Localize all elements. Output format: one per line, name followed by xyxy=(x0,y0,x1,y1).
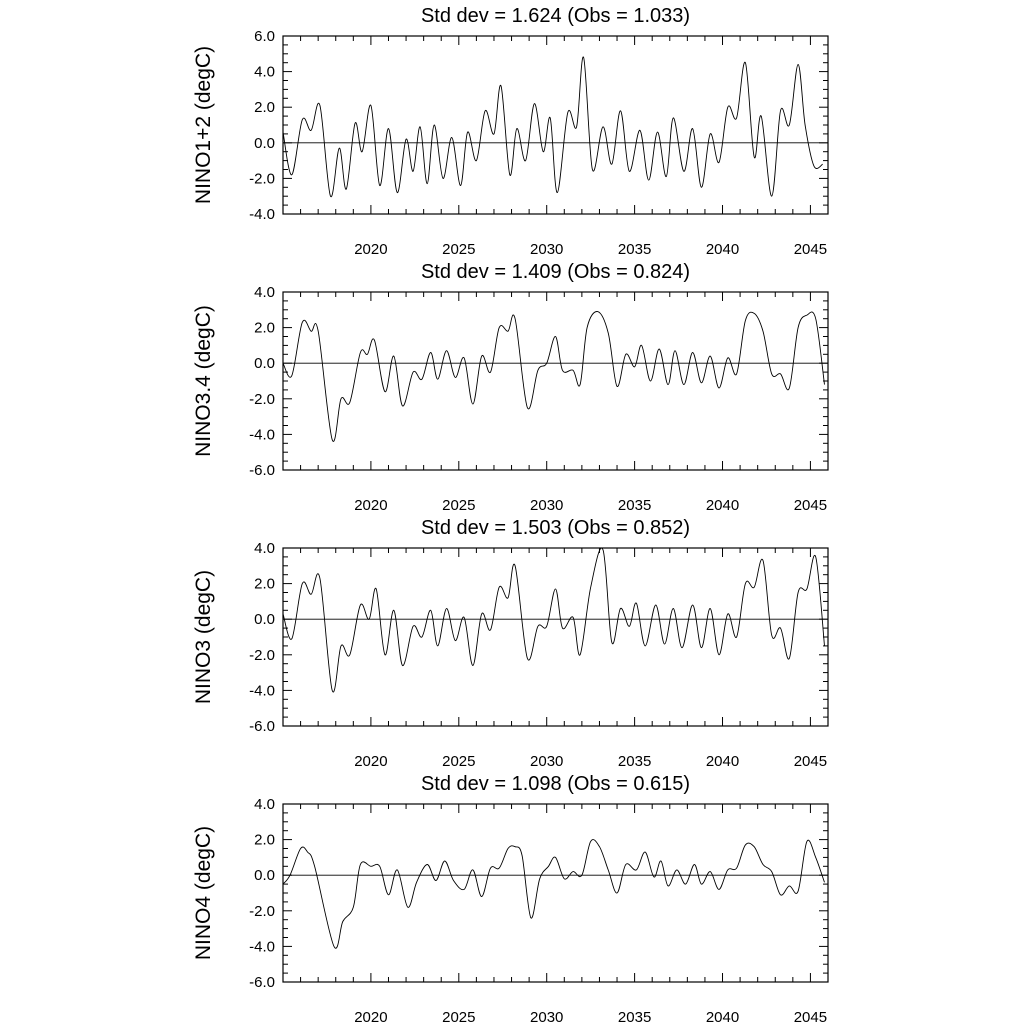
x-tick-label: 2040 xyxy=(706,497,739,514)
x-tick-label: 2040 xyxy=(706,1009,739,1024)
y-tick-label: 2.0 xyxy=(254,99,275,116)
y-tick-label: 4.0 xyxy=(254,284,275,301)
y-tick-label: -6.0 xyxy=(249,718,275,735)
x-tick-label: 2030 xyxy=(530,1009,563,1024)
y-tick-label: -4.0 xyxy=(249,682,275,699)
x-tick-label: 2045 xyxy=(794,753,827,770)
y-axis-label: NINO3 (degC) xyxy=(192,570,215,704)
y-axis-label: NINO3.4 (degC) xyxy=(192,305,215,457)
y-tick-label: -4.0 xyxy=(249,206,275,223)
chart-panel-2: -6.0 -4.0 -2.0 0.0 2.0 4.0 2020 2025 2030 2035 204… xyxy=(192,261,829,514)
series-line xyxy=(282,547,825,693)
y-tick-label: 0.0 xyxy=(254,135,275,152)
x-tick-label: 2020 xyxy=(354,241,387,258)
x-tick-label: 2025 xyxy=(442,241,475,258)
x-tick-label: 2045 xyxy=(794,241,827,258)
y-tick-label: 4.0 xyxy=(254,64,275,81)
x-tick-label: 2025 xyxy=(442,1009,475,1024)
y-tick-label: 6.0 xyxy=(254,28,275,45)
x-tick-label: 2035 xyxy=(618,753,651,770)
chart-title: Std dev = 1.098 (Obs = 0.615) xyxy=(421,773,690,795)
x-tick-label: 2030 xyxy=(530,753,563,770)
x-tick-label: 2035 xyxy=(618,1009,651,1024)
chart-title: Std dev = 1.409 (Obs = 0.824) xyxy=(421,261,690,283)
chart-panel-1: -4.0 -2.0 0.0 2.0 4.0 6.0 2020 2025 2030 2035 2040… xyxy=(192,5,829,258)
x-tick-label: 2020 xyxy=(354,1009,387,1024)
y-tick-label: -2.0 xyxy=(249,903,275,920)
x-tick-label: 2035 xyxy=(618,241,651,258)
y-tick-label: -4.0 xyxy=(249,938,275,955)
y-tick-label: -4.0 xyxy=(249,426,275,443)
series-line xyxy=(282,839,825,949)
x-tick-label: 2025 xyxy=(442,753,475,770)
x-tick-label: 2030 xyxy=(530,241,563,258)
plot-frame xyxy=(282,803,829,983)
y-tick-label: -6.0 xyxy=(249,974,275,991)
chart-title: Std dev = 1.624 (Obs = 1.033) xyxy=(421,5,690,27)
x-tick-label: 2020 xyxy=(354,497,387,514)
chart-title: Std dev = 1.503 (Obs = 0.852) xyxy=(421,517,690,539)
chart-panel-3: -6.0 -4.0 -2.0 0.0 2.0 4.0 2020 2025 2030 2035 204… xyxy=(192,517,829,770)
x-tick-label: 2035 xyxy=(618,497,651,514)
y-tick-label: 2.0 xyxy=(254,576,275,593)
y-tick-label: -6.0 xyxy=(249,462,275,479)
y-tick-label: 0.0 xyxy=(254,867,275,884)
y-tick-label: 0.0 xyxy=(254,611,275,628)
y-tick-label: 4.0 xyxy=(254,796,275,813)
y-tick-label: 2.0 xyxy=(254,832,275,849)
x-tick-label: 2025 xyxy=(442,497,475,514)
plot-frame xyxy=(282,547,829,727)
x-tick-label: 2045 xyxy=(794,497,827,514)
y-tick-label: 4.0 xyxy=(254,540,275,557)
y-tick-label: 0.0 xyxy=(254,355,275,372)
series-line xyxy=(282,56,823,197)
y-axis-label: NINO1+2 (degC) xyxy=(192,46,215,204)
y-tick-label: -2.0 xyxy=(249,647,275,664)
x-tick-label: 2040 xyxy=(706,241,739,258)
x-tick-label: 2045 xyxy=(794,1009,827,1024)
y-tick-label: -2.0 xyxy=(249,170,275,187)
series-line xyxy=(282,311,825,442)
x-tick-label: 2030 xyxy=(530,497,563,514)
x-tick-label: 2020 xyxy=(354,753,387,770)
x-tick-label: 2040 xyxy=(706,753,739,770)
y-tick-label: -2.0 xyxy=(249,391,275,408)
y-axis-label: NINO4 (degC) xyxy=(192,826,215,960)
y-tick-label: 2.0 xyxy=(254,320,275,337)
chart-panel-4: -6.0 -4.0 -2.0 0.0 2.0 4.0 2020 2025 2030 2035 204… xyxy=(192,773,829,1024)
